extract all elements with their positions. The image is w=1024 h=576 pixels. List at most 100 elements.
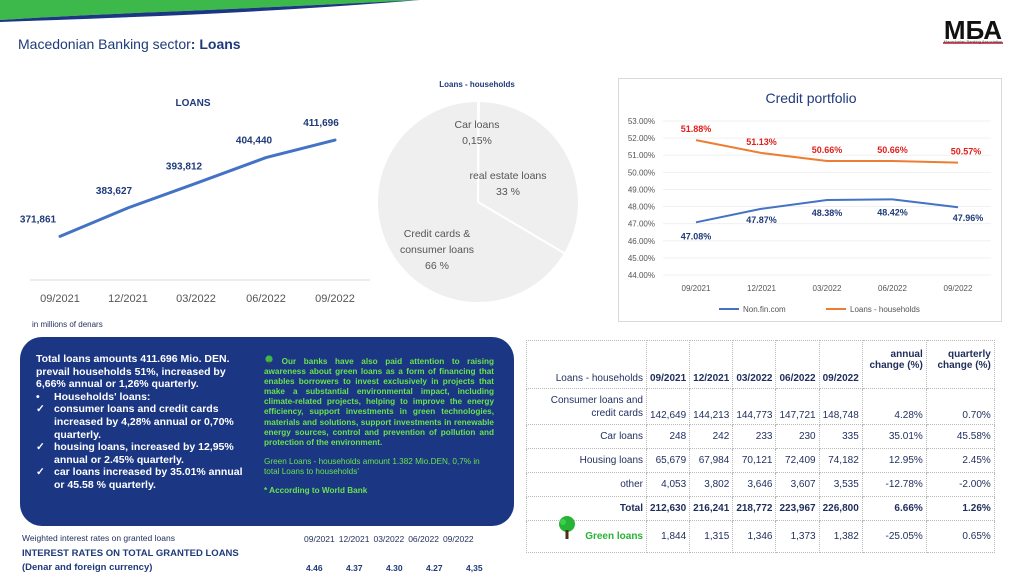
credit-data-label: 47.96% — [953, 213, 984, 223]
table-cell: 148,748 — [818, 388, 863, 425]
table-cell-annual: 6.66% — [861, 496, 927, 521]
table-cell: 218,772 — [732, 496, 777, 521]
credit-series-line — [695, 198, 959, 224]
mba-logo: MБА — [943, 15, 1003, 45]
pie-slice-divider — [477, 101, 480, 203]
table-header-col: 09/2021 — [645, 340, 691, 389]
table-header-col: 09/2022 — [818, 340, 863, 389]
green-loans-note: Our banks have also paid attention to ra… — [264, 355, 494, 505]
credit-data-label: 47.87% — [746, 215, 777, 225]
table-cell: 3,535 — [818, 472, 863, 497]
credit-data-label: 51.88% — [681, 124, 712, 134]
credit-data-label: 51.13% — [746, 137, 777, 147]
check-icon: ✓ — [36, 466, 45, 479]
green-note-footnote: * According to World Bank — [264, 486, 368, 496]
summary-item: or 45.58 % quarterly. — [54, 478, 156, 491]
table-header-col: 03/2022 — [732, 340, 777, 389]
summary-item: car loans increased by 35.01% annual — [54, 466, 243, 479]
table-cell: 72,409 — [775, 448, 820, 473]
rates-date: 09/2022 — [442, 534, 474, 544]
loans-data-label: 393,812 — [166, 161, 203, 172]
table-header-col: 06/2022 — [775, 340, 820, 389]
table-cell: 3,607 — [775, 472, 820, 497]
table-row: Car loans 248 242 233 230 335 35.01% 45.… — [526, 424, 995, 449]
rate-value: 4.46 — [306, 563, 323, 573]
credit-data-label: 48.38% — [812, 208, 843, 218]
loans-line-chart: LOANS 371,861 383,627 393,812 404,440 411,69… — [20, 98, 370, 305]
summary-item: housing loans, increased by 12,95% — [54, 441, 234, 454]
loans-chart-title: LOANS — [176, 98, 211, 109]
table-cell: 144,213 — [689, 388, 734, 425]
table-row-label: Green loans — [526, 520, 647, 553]
credit-y-tick: 49.00% — [628, 185, 655, 194]
table-cell: 74,182 — [818, 448, 863, 473]
credit-y-tick: 53.00% — [628, 117, 655, 126]
table-cell-quarterly: 0.70% — [925, 388, 995, 425]
credit-series-line — [695, 139, 959, 164]
credit-y-tick: 46.00% — [628, 237, 655, 246]
rates-date: 03/2022 — [373, 534, 405, 544]
table-header-quarterly: quarterly change (%) — [925, 340, 995, 389]
rate-value: 4.27 — [426, 563, 443, 573]
rates-dates: 09/2021 12/2021 03/2022 06/2022 09/2022 — [304, 534, 478, 544]
green-tree-icon — [559, 516, 575, 539]
credit-legend-label: Loans - households — [850, 305, 920, 314]
loans-data-label: 404,440 — [236, 136, 273, 147]
credit-y-tick: 52.00% — [628, 134, 655, 143]
table-cell: 4,053 — [645, 472, 691, 497]
households-loans-table: Loans - households 09/2021 12/2021 03/20… — [526, 340, 995, 553]
table-cell-annual: 12.95% — [861, 448, 927, 473]
check-icon: ✓ — [36, 441, 45, 454]
pie-label-real-estate: real estate loans — [469, 170, 546, 182]
bullet-icon: • — [36, 390, 40, 403]
table-cell-annual: 35.01% — [861, 424, 927, 449]
table-cell-annual: 4.28% — [861, 388, 927, 425]
table-row: Housing loans 65,679 67,984 70,121 72,40… — [526, 448, 995, 473]
table-header-row: Loans - households 09/2021 12/2021 03/20… — [526, 340, 995, 389]
credit-x-tick: 09/2022 — [944, 284, 973, 293]
table-header-label: Loans - households — [526, 340, 647, 389]
rates-date: 09/2021 — [304, 534, 335, 544]
table-cell: 144,773 — [732, 388, 777, 425]
table-row: Consumer loans and credit cards 142,649 1… — [526, 388, 995, 425]
credit-data-label: 48.42% — [877, 207, 908, 217]
rates-date: 06/2022 — [408, 534, 439, 544]
summary-line: 6,66% annual or 1,26% quarterly. — [36, 378, 199, 391]
table-cell: 1,382 — [818, 520, 863, 553]
credit-data-label: 50.66% — [812, 145, 843, 155]
table-row-green: Green loans 1,844 1,315 1,346 1,373 1,38… — [526, 520, 995, 553]
credit-data-label: 47.08% — [681, 231, 712, 241]
table-cell-quarterly: 2.45% — [925, 448, 995, 473]
credit-x-tick: 03/2022 — [813, 284, 842, 293]
table-cell: 142,649 — [645, 388, 691, 425]
table-cell: 3,646 — [732, 472, 777, 497]
rate-value: 4.30 — [386, 563, 403, 573]
credit-portfolio-chart: Credit portfolio 44.00% 45.00% 46.00% 47.00… — [628, 90, 991, 314]
table-row-label: other — [526, 472, 647, 497]
summary-item: increased by 4,28% annual or 0,70% — [54, 415, 234, 428]
table-cell-quarterly: 0.65% — [925, 520, 995, 553]
pie-value-consumer: 66 % — [425, 260, 449, 272]
table-cell: 1,346 — [732, 520, 777, 553]
table-cell: 233 — [732, 424, 777, 449]
summary-text: Total loans amounts 411.696 Mio. DEN. pr… — [36, 353, 266, 492]
credit-y-tick: 45.00% — [628, 254, 655, 263]
table-cell-annual: -25.05% — [861, 520, 927, 553]
summary-item: consumer loans and credit cards — [54, 403, 219, 416]
rates-title: INTEREST RATES ON TOTAL GRANTED LOANS (De… — [22, 548, 239, 573]
credit-x-tick: 09/2021 — [682, 284, 711, 293]
table-cell: 1,844 — [645, 520, 691, 553]
loans-x-tick: 09/2022 — [315, 293, 355, 305]
pie-label-consumer: consumer loans — [400, 244, 474, 256]
rates-date: 12/2021 — [338, 534, 370, 544]
table-row-label: Housing loans — [526, 448, 647, 473]
table-header-col: 12/2021 — [689, 340, 734, 389]
credit-data-label: 50.66% — [877, 145, 908, 155]
table-row-total: Total 212,630 216,241 218,772 223,967 22… — [526, 496, 995, 521]
loans-x-tick: 12/2021 — [108, 293, 148, 305]
pie-value-real-estate: 33 % — [496, 186, 520, 198]
credit-data-label: 50.57% — [951, 147, 982, 157]
credit-y-tick: 48.00% — [628, 203, 655, 212]
table-cell: 248 — [645, 424, 691, 449]
credit-legend-label: Non.fin.com — [743, 305, 786, 314]
